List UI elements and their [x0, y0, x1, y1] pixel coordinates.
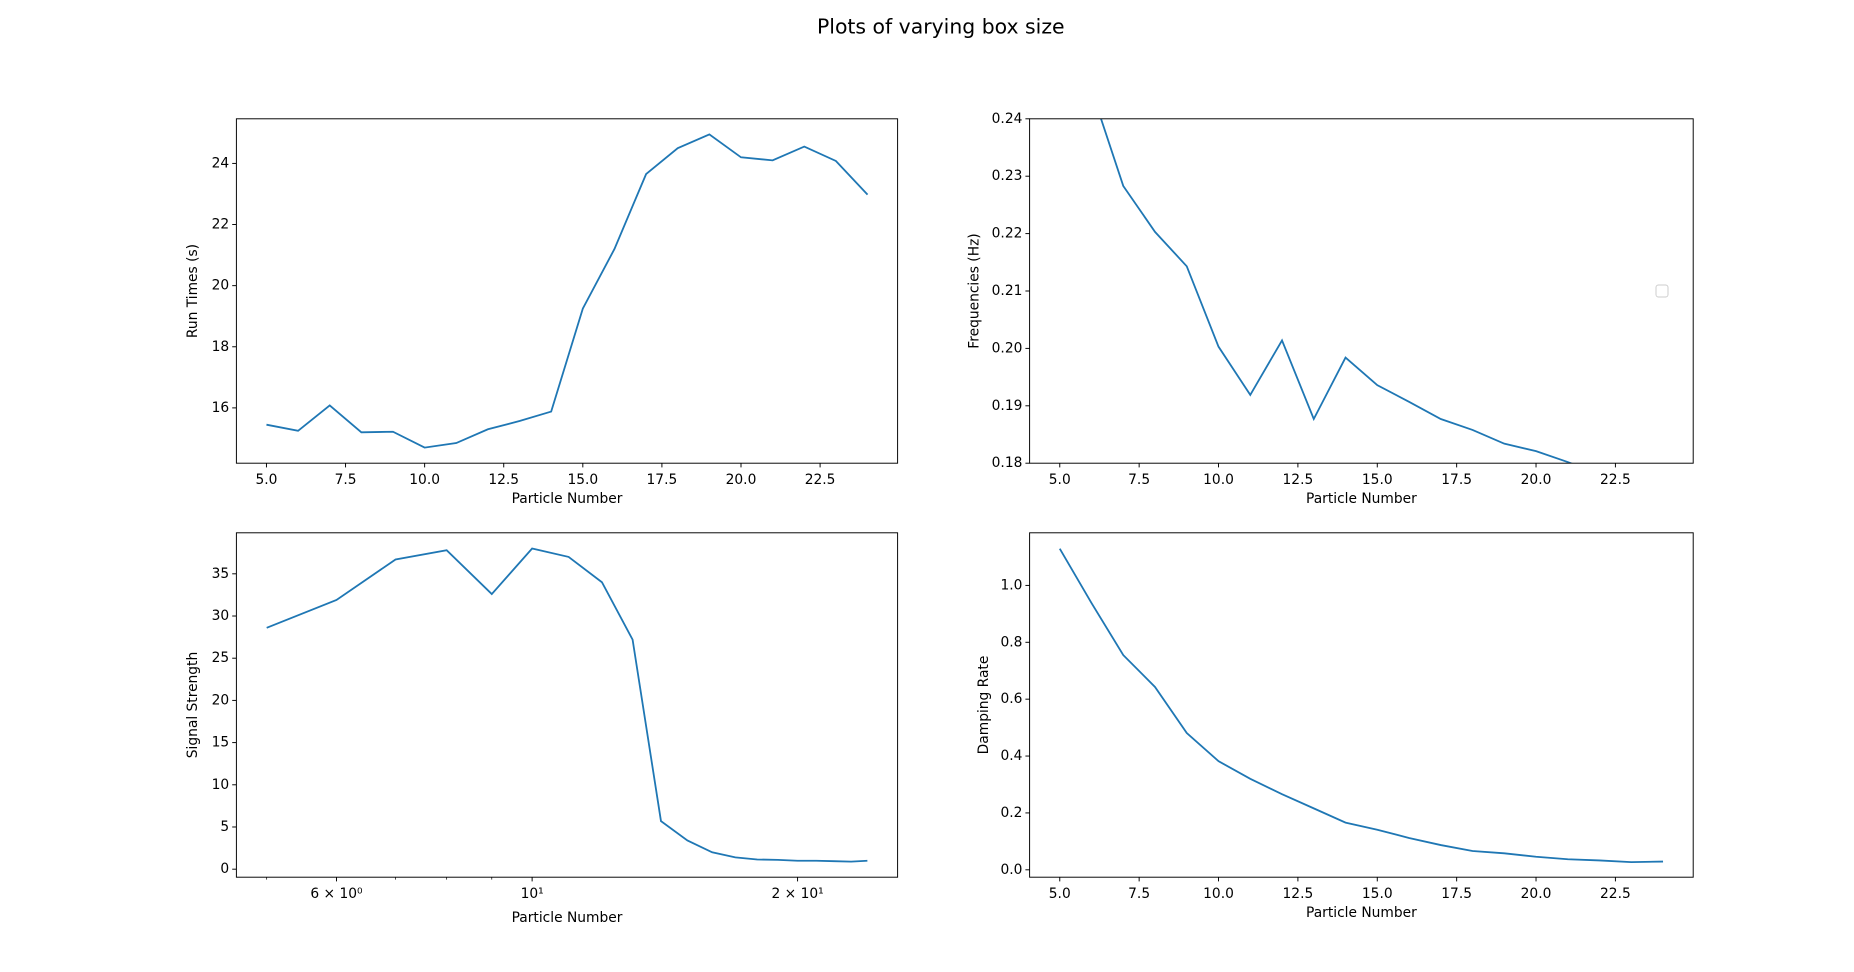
- y-axis-label: Frequencies (Hz): [966, 233, 982, 348]
- x-axis-label: Particle Number: [1306, 905, 1417, 921]
- x-tick-label: 7.5: [1128, 472, 1150, 488]
- x-tick-label: 17.5: [1441, 472, 1472, 488]
- axes-frame: [235, 118, 899, 464]
- y-tick-label: 30: [212, 608, 230, 624]
- x-tick-label: 12.5: [1283, 472, 1314, 488]
- y-axis-label: Run Times (s): [185, 244, 201, 338]
- x-tick-label: 15.0: [1362, 886, 1393, 902]
- x-tick-label: 5.0: [1049, 472, 1071, 488]
- y-tick-label: 22: [212, 217, 230, 233]
- subplot: 6 × 10⁰ 10¹ 2 × 10¹ 0 5 10 15 20 25 30 35 Particle …: [185, 532, 899, 926]
- y-tick-label: 0.23: [992, 168, 1023, 184]
- x-tick-label: 5.0: [255, 472, 277, 488]
- x-tick-label: 20.0: [1521, 886, 1552, 902]
- y-tick-label: 18: [212, 339, 230, 355]
- x-tick-label: 15.0: [567, 472, 598, 488]
- y-tick-label: 0.22: [992, 226, 1023, 242]
- y-tick-label: 25: [212, 650, 230, 666]
- y-tick-label: 0: [220, 861, 229, 877]
- subplot: 5.0 7.5 10.0 12.5 15.0 17.5 20.0 22.5 16 18 20 22 24…: [185, 118, 899, 507]
- x-tick-label: 12.5: [1283, 886, 1314, 902]
- x-tick-label: 20.0: [1521, 472, 1552, 488]
- y-tick-label: 15: [212, 735, 230, 751]
- x-tick-label: 17.5: [647, 472, 678, 488]
- y-tick-label: 1.0: [1000, 577, 1022, 593]
- x-tick-label: 17.5: [1441, 886, 1472, 902]
- x-tick-label: 7.5: [1128, 886, 1150, 902]
- x-tick-label: 22.5: [1600, 472, 1631, 488]
- y-tick-label: 20: [212, 692, 230, 708]
- y-tick-label: 0.18: [992, 455, 1023, 471]
- x-axis-label: Particle Number: [512, 910, 623, 926]
- x-axis-label: Particle Number: [1306, 491, 1417, 507]
- x-tick-label: 22.5: [1600, 886, 1631, 902]
- legend-box: [1655, 284, 1669, 298]
- x-tick-label: 15.0: [1362, 472, 1393, 488]
- y-tick-label: 24: [212, 155, 230, 171]
- subplot: 5.0 7.5 10.0 12.5 15.0 17.5 20.0 22.5 0.0 0.2 0.4 0…: [976, 532, 1694, 921]
- x-tick-label: 10¹: [521, 886, 544, 902]
- data-line: [1058, 548, 1664, 864]
- y-axis-label: Signal Strength: [185, 652, 201, 758]
- x-tick-label: 2 × 10¹: [771, 886, 823, 902]
- subplot: 5.0 7.5 10.0 12.5 15.0 17.5 20.0 22.5 0.18 0.19 0.…: [966, 111, 1694, 507]
- x-tick-label: 10.0: [1203, 472, 1234, 488]
- x-tick-label: 10.0: [1203, 886, 1234, 902]
- y-tick-label: 0.24: [992, 111, 1023, 127]
- axes-frame: [235, 532, 899, 878]
- y-tick-label: 0.4: [1000, 748, 1022, 764]
- x-tick-label: 6 × 10⁰: [310, 886, 363, 902]
- y-tick-label: 0.8: [1000, 634, 1022, 650]
- x-tick-label: 12.5: [488, 472, 519, 488]
- y-tick-label: 10: [212, 777, 230, 793]
- x-tick-label: 5.0: [1049, 886, 1071, 902]
- data-line: [1100, 118, 1574, 464]
- y-tick-label: 0.0: [1000, 862, 1022, 878]
- y-tick-label: 5: [220, 819, 229, 835]
- y-tick-label: 0.19: [992, 398, 1023, 414]
- data-line: [266, 133, 869, 449]
- figure-title: Plots of varying box size: [817, 15, 1065, 39]
- y-tick-label: 0.20: [992, 340, 1023, 356]
- x-tick-label: 7.5: [335, 472, 357, 488]
- y-tick-label: 16: [212, 400, 230, 416]
- x-axis-label: Particle Number: [512, 491, 623, 507]
- x-tick-label: 10.0: [409, 472, 440, 488]
- x-tick-label: 20.0: [726, 472, 757, 488]
- y-tick-label: 20: [212, 278, 230, 294]
- axes-frame: [1029, 532, 1694, 878]
- y-tick-label: 0.2: [1000, 805, 1022, 821]
- y-axis-label: Damping Rate: [976, 656, 992, 755]
- y-tick-label: 0.6: [1000, 691, 1022, 707]
- x-tick-label: 22.5: [805, 472, 836, 488]
- data-line: [266, 547, 868, 863]
- y-tick-label: 0.21: [992, 283, 1023, 299]
- y-tick-label: 35: [212, 566, 230, 582]
